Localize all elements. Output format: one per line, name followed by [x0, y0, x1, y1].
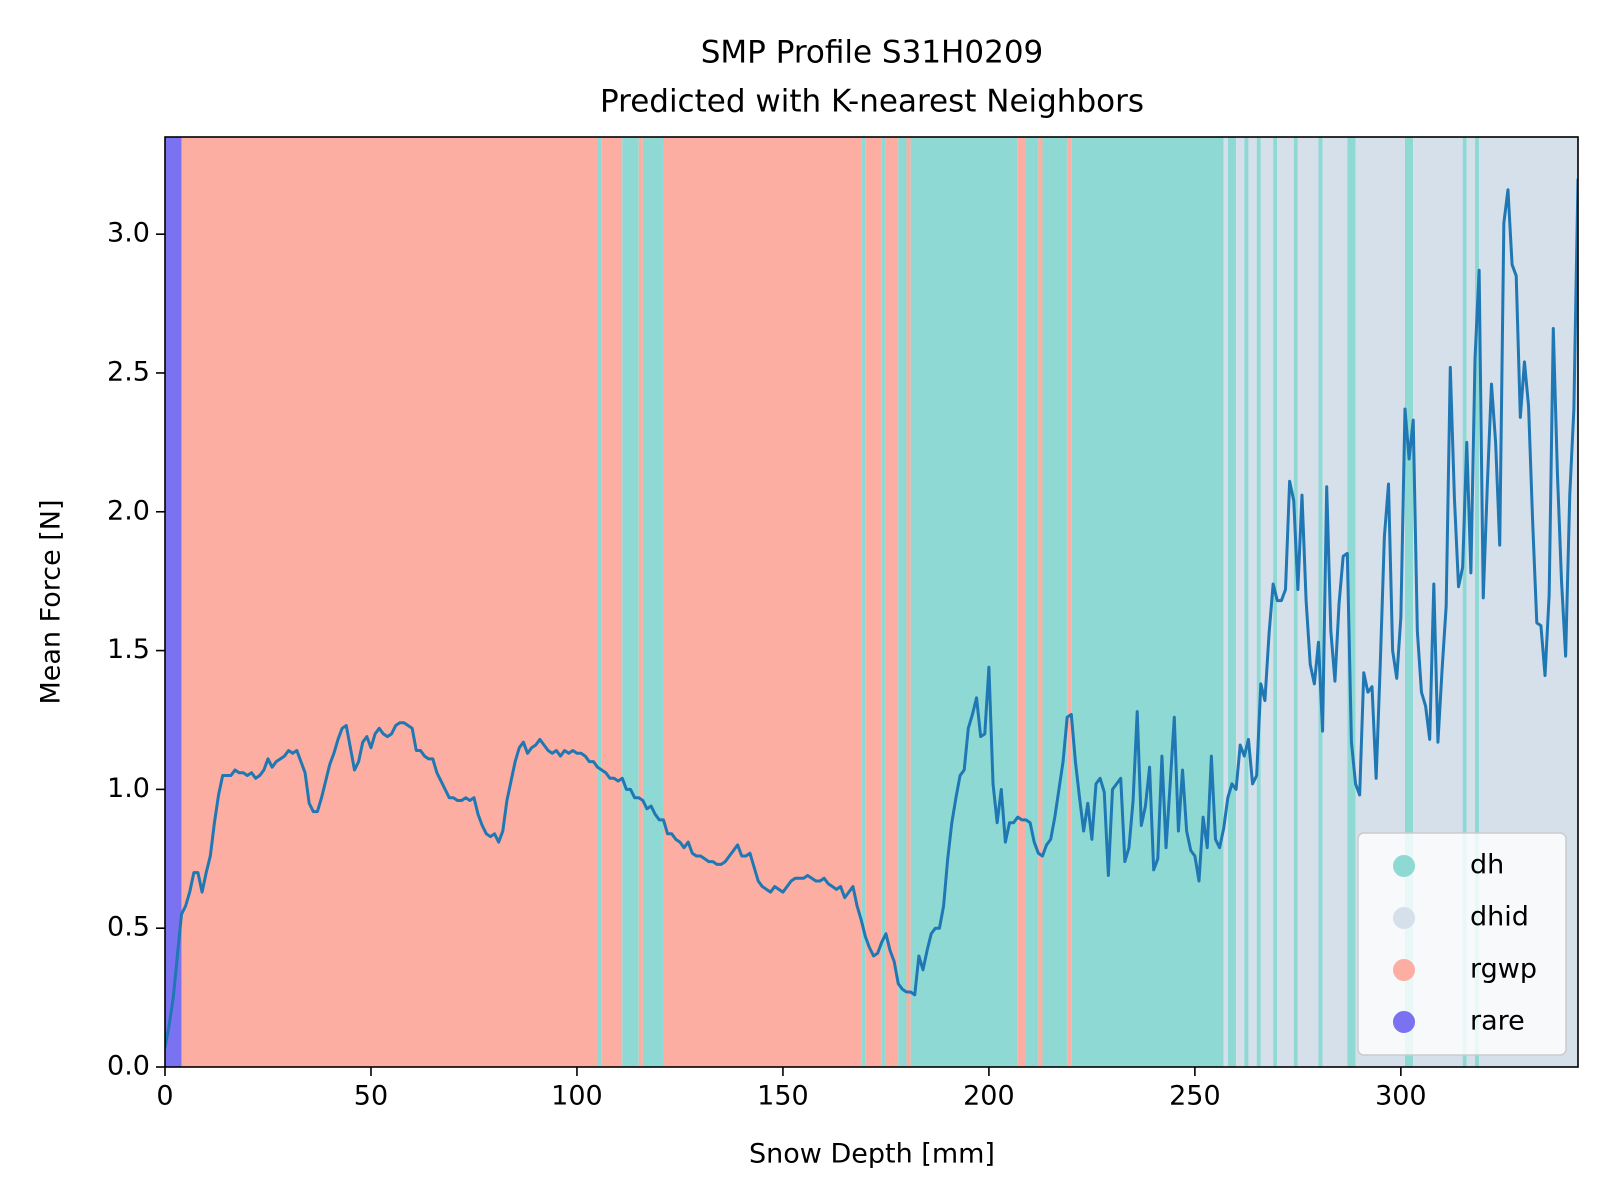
class-band	[881, 137, 886, 1067]
y-tick-label: 3.0	[107, 218, 150, 249]
class-band	[642, 137, 664, 1067]
class-band	[1256, 137, 1261, 1067]
legend-label: rgwp	[1470, 954, 1537, 985]
class-band	[1475, 137, 1480, 1067]
class-band	[1223, 137, 1228, 1067]
force-line	[165, 178, 1578, 1048]
legend-marker	[1393, 1011, 1415, 1033]
x-tick-label: 150	[757, 1081, 809, 1112]
x-axis-label: Snow Depth [mm]	[749, 1139, 995, 1170]
legend: dh dhid rgwp rare	[1357, 832, 1567, 1056]
x-tick-label: 250	[1169, 1081, 1221, 1112]
class-band	[1071, 137, 1224, 1067]
class-band	[1236, 137, 1245, 1067]
legend-label: dhid	[1470, 902, 1529, 933]
legend-marker	[1393, 907, 1415, 929]
y-tick-label: 0.0	[107, 1051, 150, 1082]
y-tick-label: 0.5	[107, 912, 150, 943]
class-band	[597, 137, 602, 1067]
class-band	[885, 137, 899, 1067]
class-band	[1260, 137, 1274, 1067]
y-tick-label: 2.0	[107, 495, 150, 526]
x-tick-label: 300	[1375, 1081, 1427, 1112]
x-tick-label: 0	[156, 1081, 173, 1112]
class-band	[1273, 137, 1278, 1067]
legend-marker	[1393, 959, 1415, 981]
y-axis-label: Mean Force [N]	[36, 499, 67, 704]
x-tick-label: 50	[354, 1081, 388, 1112]
class-band	[165, 137, 182, 1067]
class-band	[1227, 137, 1237, 1067]
class-band	[906, 137, 911, 1067]
class-band	[861, 137, 866, 1067]
class-band	[1318, 137, 1323, 1067]
class-band	[898, 137, 907, 1067]
class-band	[1293, 137, 1298, 1067]
class-band	[1248, 137, 1257, 1067]
class-band	[1404, 137, 1414, 1067]
class-band	[1025, 137, 1039, 1067]
class-band	[1277, 137, 1294, 1067]
x-tick-label: 100	[551, 1081, 603, 1112]
class-band	[1042, 137, 1068, 1067]
class-band	[1297, 137, 1319, 1067]
legend-box	[1357, 832, 1567, 1056]
y-tick-label: 1.5	[107, 634, 150, 665]
class-band	[1244, 137, 1249, 1067]
y-tick-label: 2.5	[107, 356, 150, 387]
class-band	[1067, 137, 1072, 1067]
legend-marker	[1393, 855, 1415, 877]
plot-frame	[164, 136, 1579, 1068]
chart-subtitle: Predicted with K-nearest Neighbors	[600, 84, 1144, 120]
class-band	[910, 137, 1018, 1067]
class-band	[638, 137, 643, 1067]
x-tick-label: 200	[963, 1081, 1015, 1112]
chart-title: SMP Profile S31H0209	[701, 35, 1044, 71]
legend-label: rare	[1470, 1006, 1525, 1037]
class-band	[1017, 137, 1026, 1067]
class-band	[181, 137, 598, 1067]
class-band	[601, 137, 623, 1067]
y-tick-label: 1.0	[107, 773, 150, 804]
class-band	[865, 137, 882, 1067]
class-band	[1322, 137, 1348, 1067]
class-band	[1466, 137, 1476, 1067]
class-band	[1347, 137, 1356, 1067]
class-band	[1038, 137, 1043, 1067]
class-band	[663, 137, 862, 1067]
class-band	[1462, 137, 1467, 1067]
legend-label: dh	[1470, 850, 1504, 881]
class-band	[622, 137, 639, 1067]
